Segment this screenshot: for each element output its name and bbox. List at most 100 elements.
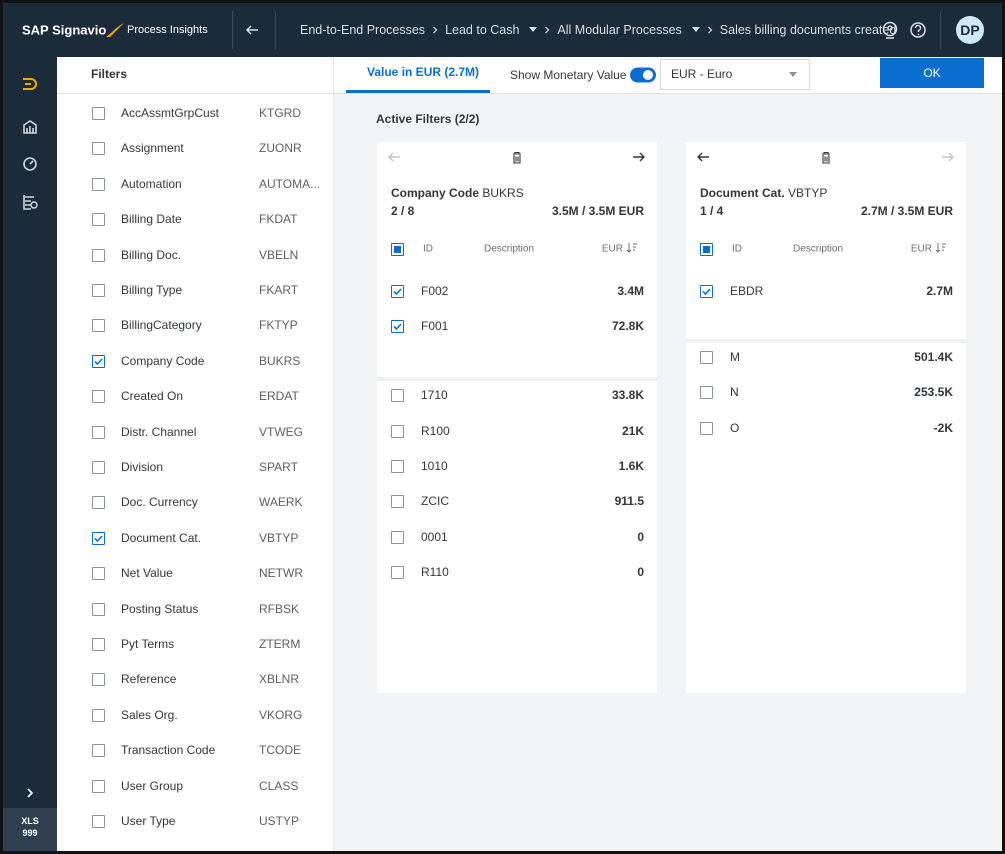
filter-checkbox[interactable] bbox=[92, 708, 105, 722]
filter-checkbox[interactable] bbox=[92, 567, 105, 581]
check-mark bbox=[94, 535, 103, 542]
filter-code: VBELN bbox=[259, 247, 299, 262]
filter-checkbox[interactable] bbox=[92, 177, 105, 191]
divider bbox=[275, 11, 276, 49]
filter-label: Transaction Code bbox=[121, 743, 216, 758]
badge-text: XLS bbox=[21, 816, 39, 826]
filter-checkbox[interactable] bbox=[92, 425, 105, 439]
currency-value: EUR - Euro bbox=[671, 67, 733, 81]
breadcrumb-dropdown[interactable] bbox=[691, 27, 700, 33]
row-checkbox[interactable] bbox=[391, 530, 404, 544]
card-delete[interactable] bbox=[820, 151, 832, 164]
filter-checkbox[interactable] bbox=[92, 107, 105, 120]
breadcrumb[interactable]: Lead to Cash bbox=[445, 23, 520, 37]
top-bar: SAP Signavio Process Insights End-to-End P… bbox=[3, 3, 1002, 57]
row-checkbox[interactable] bbox=[391, 460, 404, 473]
ok-button[interactable]: OK bbox=[880, 58, 984, 88]
sort-icon[interactable] bbox=[935, 242, 947, 254]
notification-icon[interactable] bbox=[880, 20, 900, 40]
column-value: EUR bbox=[910, 243, 932, 255]
filter-code: FKART bbox=[259, 283, 299, 297]
expand-icon[interactable] bbox=[3, 783, 57, 803]
row-checkbox[interactable] bbox=[391, 424, 404, 438]
breadcrumb-separator bbox=[707, 26, 713, 34]
card-delete[interactable] bbox=[511, 151, 523, 164]
partial-fill bbox=[703, 246, 710, 253]
filter-checkbox[interactable] bbox=[92, 496, 105, 510]
filter-label: Assignment bbox=[121, 141, 184, 156]
filter-checkbox[interactable] bbox=[92, 673, 105, 687]
breadcrumb[interactable]: Sales billing documents created bbox=[719, 23, 897, 37]
help-icon[interactable] bbox=[908, 20, 928, 40]
filter-checkbox[interactable] bbox=[92, 390, 105, 404]
row-checkbox[interactable] bbox=[700, 285, 713, 298]
filter-checkbox[interactable] bbox=[92, 284, 105, 297]
filter-label: Billing Type bbox=[121, 283, 183, 297]
row-checkbox[interactable] bbox=[391, 495, 404, 509]
row-checkbox[interactable] bbox=[391, 320, 404, 334]
filters-title: Filters bbox=[91, 67, 128, 81]
filter-code: SPART bbox=[259, 460, 298, 474]
monetary-toggle[interactable] bbox=[630, 67, 656, 83]
section-divider bbox=[686, 338, 966, 343]
row-checkbox[interactable] bbox=[391, 389, 404, 403]
breadcrumb-separator bbox=[545, 26, 550, 34]
filter-checkbox[interactable] bbox=[92, 602, 105, 616]
divider bbox=[57, 93, 333, 94]
row-id: F002 bbox=[421, 284, 449, 298]
filter-code: ERDAT bbox=[259, 389, 299, 404]
filter-checkbox[interactable] bbox=[92, 461, 105, 474]
row-checkbox[interactable] bbox=[700, 350, 713, 364]
check-mark bbox=[393, 288, 402, 296]
row-id: ZCIC bbox=[421, 494, 449, 509]
card-forward[interactable] bbox=[632, 151, 646, 163]
breadcrumb[interactable]: All Modular Processes bbox=[557, 23, 682, 37]
card-back[interactable] bbox=[696, 151, 710, 163]
filter-checkbox[interactable] bbox=[92, 779, 105, 793]
filter-checkbox[interactable] bbox=[92, 142, 105, 156]
filter-checkbox[interactable] bbox=[92, 638, 105, 651]
filter-checkbox[interactable] bbox=[92, 815, 105, 828]
filter-code: ZTERM bbox=[259, 637, 301, 651]
filter-code: FKDAT bbox=[259, 212, 298, 227]
row-checkbox[interactable] bbox=[391, 566, 404, 580]
active-filters-title: Active Filters (2/2) bbox=[376, 112, 480, 126]
filters-panel: Filters AccAssmtGrpCust KTGRD Assignment ZUO… bbox=[57, 57, 334, 851]
row-checkbox[interactable] bbox=[700, 421, 713, 435]
row-checkbox[interactable] bbox=[391, 285, 404, 298]
filter-code: XBLNR bbox=[259, 672, 300, 687]
avatar[interactable]: DP bbox=[956, 16, 984, 44]
check-mark bbox=[94, 358, 103, 365]
filter-code: TCODE bbox=[259, 743, 301, 758]
card-total: 2.7M / 3.5M EUR bbox=[860, 204, 953, 218]
back-button[interactable] bbox=[244, 22, 260, 38]
row-value: 3.4M bbox=[617, 284, 644, 298]
row-checkbox[interactable] bbox=[700, 386, 713, 400]
filter-checkbox[interactable] bbox=[92, 354, 105, 368]
filter-label: Sales Org. bbox=[121, 707, 178, 722]
filter-checkbox[interactable] bbox=[92, 319, 105, 333]
breadcrumb[interactable]: End-to-End Processes bbox=[300, 23, 426, 37]
column-description: Description bbox=[484, 243, 535, 255]
tab-underline bbox=[346, 90, 490, 93]
filter-label: Net Value bbox=[121, 566, 173, 581]
filter-checkbox[interactable] bbox=[92, 248, 105, 262]
select-all-checkbox[interactable] bbox=[391, 243, 404, 256]
filter-checkbox[interactable] bbox=[92, 744, 105, 758]
card-title: Company Code BUKRS bbox=[391, 186, 524, 200]
currency-select[interactable]: EUR - Euro bbox=[660, 59, 810, 90]
breadcrumb-dropdown[interactable] bbox=[529, 27, 538, 33]
check-mark bbox=[702, 288, 711, 296]
row-value: 0 bbox=[637, 565, 644, 580]
filter-checkbox[interactable] bbox=[92, 213, 105, 227]
xls-badge[interactable]: XLS 999 bbox=[3, 808, 57, 851]
filter-checkbox[interactable] bbox=[92, 531, 105, 545]
filter-label: Division bbox=[121, 460, 164, 474]
filter-code: VKORG bbox=[259, 707, 303, 722]
card-field: Company Code bbox=[391, 186, 480, 200]
card-forward bbox=[942, 152, 954, 162]
sort-icon[interactable] bbox=[626, 242, 638, 254]
value-tab[interactable]: Value in EUR (2.7M) bbox=[367, 65, 480, 79]
nav-icons[interactable] bbox=[3, 57, 57, 257]
select-all-checkbox[interactable] bbox=[700, 243, 713, 256]
